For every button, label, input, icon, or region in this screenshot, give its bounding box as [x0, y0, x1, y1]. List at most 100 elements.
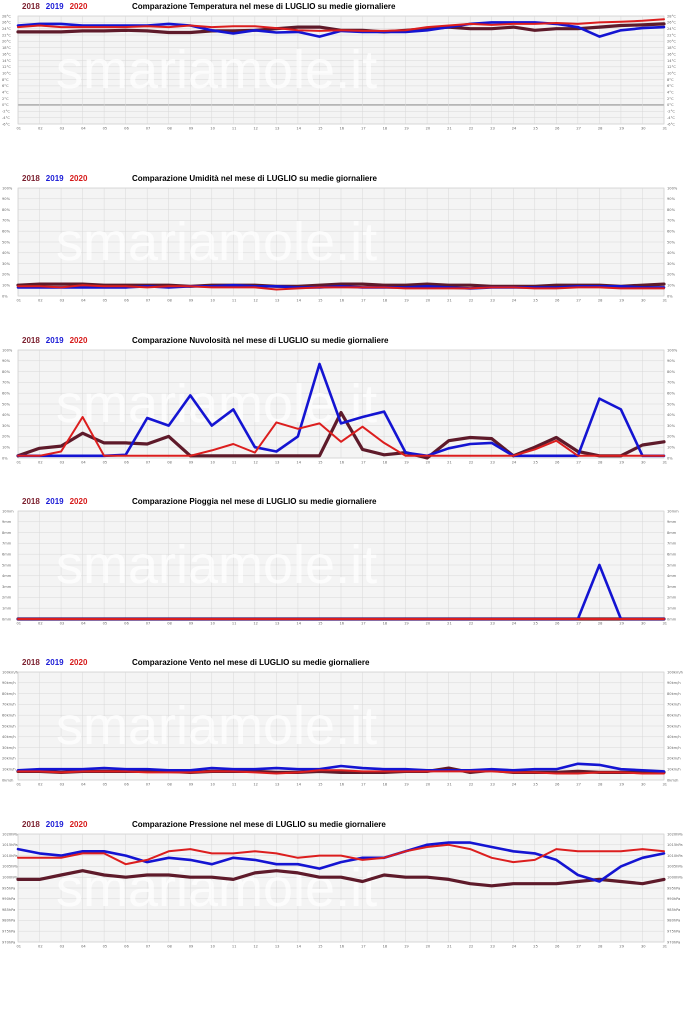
x-tick-label: 18 [383, 127, 388, 131]
watermark: smariamole.it [56, 696, 377, 756]
y-tick-label-left: 80% [2, 370, 11, 374]
x-tick-label: 29 [619, 299, 624, 303]
y-tick-label-left: 70% [2, 381, 11, 385]
y-tick-label-left: 10km/h [2, 768, 16, 772]
x-tick-label: 13 [275, 127, 280, 131]
y-tick-label-right: 0mm [667, 617, 677, 621]
x-tick-label: 10 [210, 461, 215, 465]
x-tick-label: 17 [361, 461, 366, 465]
y-tick-label-right: 26°C [667, 21, 676, 25]
x-tick-label: 29 [619, 622, 624, 626]
x-tick-label: 21 [447, 461, 452, 465]
series-line-2019 [16, 841, 666, 883]
x-tick-label: 10 [210, 622, 215, 626]
y-tick-label-right: 18°C [667, 46, 676, 50]
legend-item-2018: 2018 [22, 497, 40, 506]
x-tick-label: 16 [340, 461, 345, 465]
x-tick-label: 06 [124, 945, 129, 949]
x-tick-label: 16 [340, 622, 345, 626]
chart-title: Comparazione Pressione nel mese di LUGLI… [132, 820, 386, 829]
x-tick-label: 20 [426, 945, 431, 949]
x-tick-label: 22 [469, 622, 474, 626]
legend-item-2020: 2020 [69, 174, 88, 183]
x-tick-label: 31 [663, 299, 668, 303]
x-tick-label: 03 [60, 461, 65, 465]
chart-panel: 2018 2019 2020 Comparazione Pioggia nel mes… [0, 497, 688, 647]
series-line-2019 [16, 762, 666, 773]
x-tick-label: 08 [167, 127, 172, 131]
x-tick-label: 07 [146, 299, 151, 303]
x-tick-label: 21 [447, 945, 452, 949]
x-tick-label: 31 [663, 127, 668, 131]
legend-item-2018: 2018 [22, 2, 40, 11]
x-tick-label: 04 [81, 622, 86, 626]
x-tick-label: 28 [598, 945, 603, 949]
y-tick-label-left: 2mm [2, 596, 12, 600]
x-tick-label: 15 [318, 127, 323, 131]
x-tick-label: 16 [340, 783, 345, 787]
y-tick-label-left: 0°C [2, 103, 9, 107]
x-tick-label: 24 [512, 783, 517, 787]
y-tick-label-right: 6mm [667, 553, 677, 557]
y-tick-label-left: 90% [2, 359, 11, 363]
x-tick-label: 30 [641, 461, 646, 465]
x-tick-label: 20 [426, 783, 431, 787]
x-tick-label: 04 [81, 127, 86, 131]
y-tick-label-right: 24°C [667, 27, 676, 31]
chart-svg: -6°C -6°C -4°C -4°C -2°C -2°C 0°C 0°C 2°C 2°C 4°C 4… [2, 14, 676, 131]
x-tick-label: 17 [361, 622, 366, 626]
y-tick-label-left: 1010hPa [2, 854, 18, 858]
y-tick-label-left: 90km/h [2, 681, 16, 685]
x-tick-label: 11 [232, 783, 237, 787]
chart-legend: 2018 2019 2020 [22, 820, 93, 829]
y-tick-label-right: 10km/h [667, 768, 681, 772]
y-tick-label-left: 980hPa [2, 919, 15, 923]
x-tick-label: 22 [469, 127, 474, 131]
legend-item-2020: 2020 [69, 497, 88, 506]
x-tick-label: 06 [124, 783, 129, 787]
x-tick-label: 04 [81, 945, 86, 949]
y-tick-label-right: 990hPa [667, 897, 680, 901]
x-tick-label: 03 [60, 945, 65, 949]
x-tick-label: 29 [619, 945, 624, 949]
x-tick-label: 15 [318, 783, 323, 787]
legend-item-2019: 2019 [45, 820, 64, 829]
y-tick-label-left: 4mm [2, 574, 12, 578]
x-tick-label: 01 [17, 299, 22, 303]
x-tick-label: 27 [576, 945, 581, 949]
y-tick-label-left: 5mm [2, 563, 12, 567]
x-tick-label: 08 [167, 299, 172, 303]
y-tick-label-right: 70% [667, 381, 676, 385]
y-tick-label-left: 10% [2, 284, 11, 288]
x-tick-label: 20 [426, 461, 431, 465]
x-tick-label: 27 [576, 622, 581, 626]
x-tick-label: 07 [146, 945, 151, 949]
chart-panel: 2018 2019 2020 Comparazione Vento nel mese … [0, 658, 688, 808]
x-tick-label: 22 [469, 299, 474, 303]
series-line-2020 [17, 843, 665, 866]
y-tick-label-right: 1020hPa [667, 832, 683, 836]
chart-legend: 2018 2019 2020 [22, 336, 93, 345]
y-tick-label-left: 0mm [2, 617, 12, 621]
x-tick-label: 07 [146, 461, 151, 465]
series-line-2018 [16, 282, 666, 288]
chart-title: Comparazione Pioggia nel mese di LUGLIO … [132, 497, 377, 506]
y-tick-label-right: 50% [667, 240, 676, 244]
x-tick-label: 09 [189, 783, 194, 787]
x-tick-label: 06 [124, 461, 129, 465]
x-tick-label: 28 [598, 299, 603, 303]
x-tick-label: 06 [124, 622, 129, 626]
y-tick-label-left: 30% [2, 424, 11, 428]
y-tick-label-right: 0°C [667, 103, 674, 107]
x-tick-label: 15 [318, 945, 323, 949]
y-tick-label-right: 4°C [667, 91, 674, 95]
y-tick-label-right: 985hPa [667, 908, 680, 912]
y-tick-label-left: 80km/h [2, 692, 16, 696]
x-tick-label: 07 [146, 783, 151, 787]
series-line-2018 [16, 410, 666, 460]
y-tick-label-left: 4°C [2, 91, 9, 95]
y-tick-label-right: 100% [667, 348, 678, 352]
y-tick-label-right: 60km/h [667, 714, 681, 718]
y-tick-label-left: 12°C [2, 65, 11, 69]
x-tick-label: 14 [296, 127, 301, 131]
